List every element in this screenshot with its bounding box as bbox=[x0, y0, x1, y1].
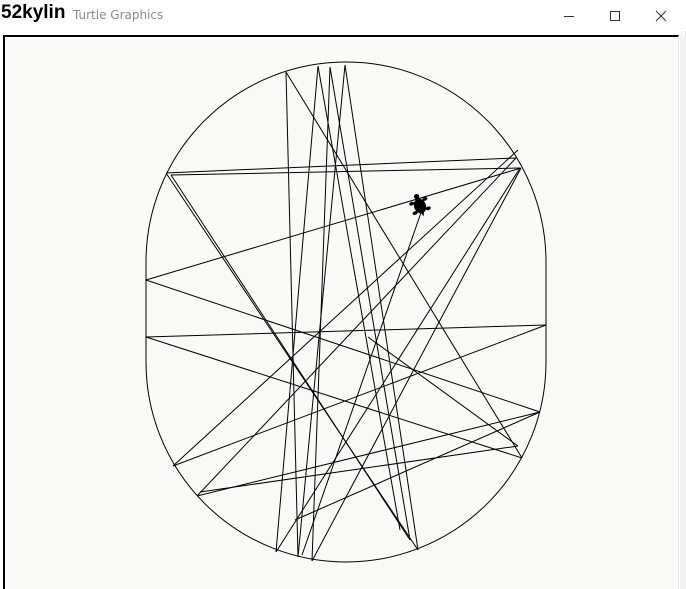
minimize-button[interactable] bbox=[546, 0, 592, 31]
window-edge bbox=[680, 35, 686, 589]
window-title: Turtle Graphics bbox=[73, 8, 164, 22]
minimize-icon bbox=[564, 15, 574, 17]
maximize-button[interactable] bbox=[592, 0, 638, 31]
star-lines bbox=[145, 64, 547, 562]
turtle-icon bbox=[409, 194, 431, 217]
close-icon bbox=[655, 10, 667, 21]
app-name: 52kylin bbox=[1, 2, 66, 23]
close-button[interactable] bbox=[638, 0, 684, 31]
maximize-icon bbox=[610, 10, 620, 21]
outline-shape bbox=[145, 61, 547, 563]
title-bar[interactable]: 52kylin Turtle Graphics bbox=[0, 0, 686, 31]
